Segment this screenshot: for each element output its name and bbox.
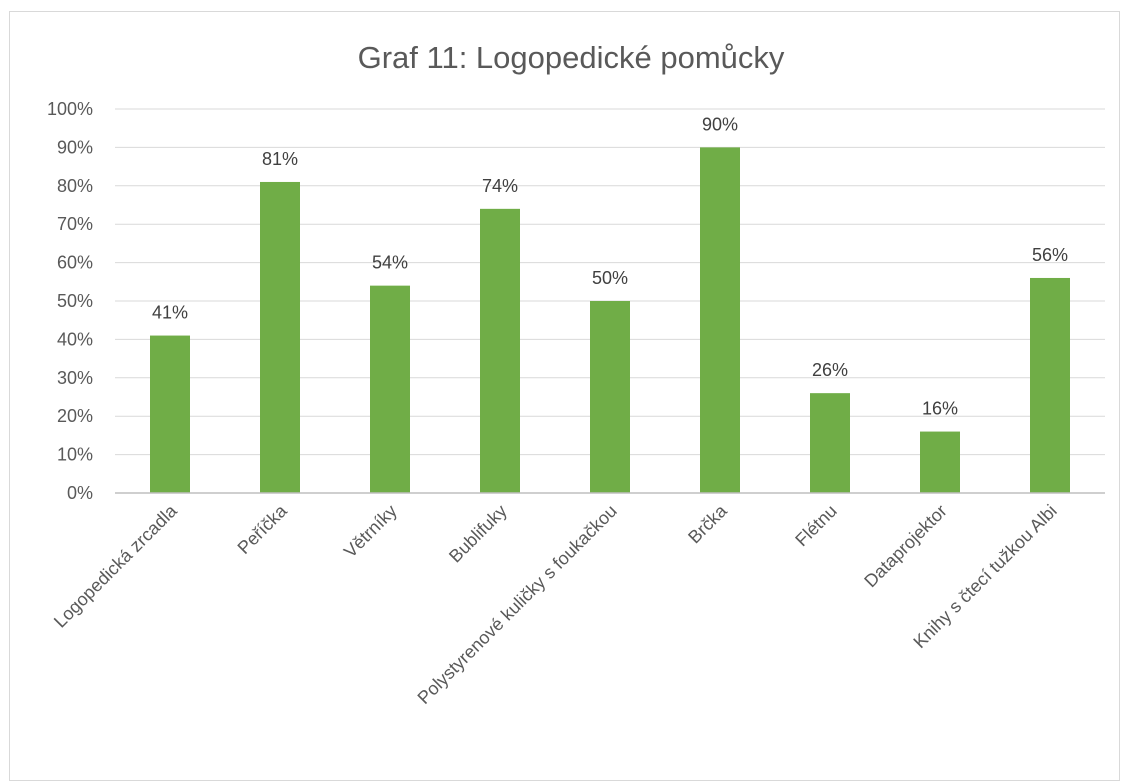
- y-tick-label: 10%: [57, 445, 93, 465]
- x-category-label: Logopedická zrcadla: [50, 500, 182, 632]
- x-category-label: Větrníky: [340, 501, 401, 562]
- x-category-label: Bublifuky: [445, 501, 511, 567]
- data-label: 90%: [702, 114, 738, 134]
- data-label: 74%: [482, 176, 518, 196]
- y-tick-label: 0%: [67, 483, 93, 503]
- chart-frame: [9, 11, 1120, 781]
- y-axis-ticks: 0% 10% 20% 30% 40% 50% 60% 70% 80% 90% 100%: [47, 99, 93, 503]
- bar: [370, 285, 410, 493]
- y-tick-label: 70%: [57, 214, 93, 234]
- data-label: 16%: [922, 399, 958, 419]
- x-category-label: Peříčka: [234, 500, 292, 558]
- data-label: 56%: [1032, 245, 1068, 265]
- bar: [260, 181, 300, 493]
- bar: [700, 147, 740, 493]
- y-tick-label: 30%: [57, 368, 93, 388]
- y-tick-label: 60%: [57, 253, 93, 273]
- chart-title: Graf 11: Logopedické pomůcky: [358, 40, 785, 75]
- x-category-label: Polystyrenové kuličky s foukačkou: [414, 501, 621, 708]
- x-category-label: Dataprojektor: [860, 501, 951, 592]
- data-label: 41%: [152, 303, 188, 323]
- bar: [590, 301, 630, 493]
- data-label: 54%: [372, 253, 408, 273]
- y-tick-label: 80%: [57, 176, 93, 196]
- x-category-label: Brčka: [684, 500, 731, 547]
- data-label: 26%: [812, 360, 848, 380]
- x-axis-categories: Logopedická zrcadla Peříčka Větrníky Bublif…: [50, 500, 1061, 708]
- data-label: 50%: [592, 268, 628, 288]
- bar: [920, 431, 960, 493]
- y-tick-label: 20%: [57, 406, 93, 426]
- bars: [150, 147, 1070, 493]
- y-tick-label: 100%: [47, 99, 93, 119]
- data-labels: 41% 81% 54% 74% 50% 90% 26% 16% 56%: [152, 114, 1068, 418]
- bar: [480, 208, 520, 493]
- y-tick-label: 50%: [57, 291, 93, 311]
- y-tick-label: 90%: [57, 137, 93, 157]
- bar: [150, 335, 190, 493]
- x-category-label: Flétnu: [791, 501, 841, 551]
- bar: [810, 393, 850, 493]
- y-tick-label: 40%: [57, 329, 93, 349]
- data-label: 81%: [262, 149, 298, 169]
- bar: [1030, 277, 1070, 493]
